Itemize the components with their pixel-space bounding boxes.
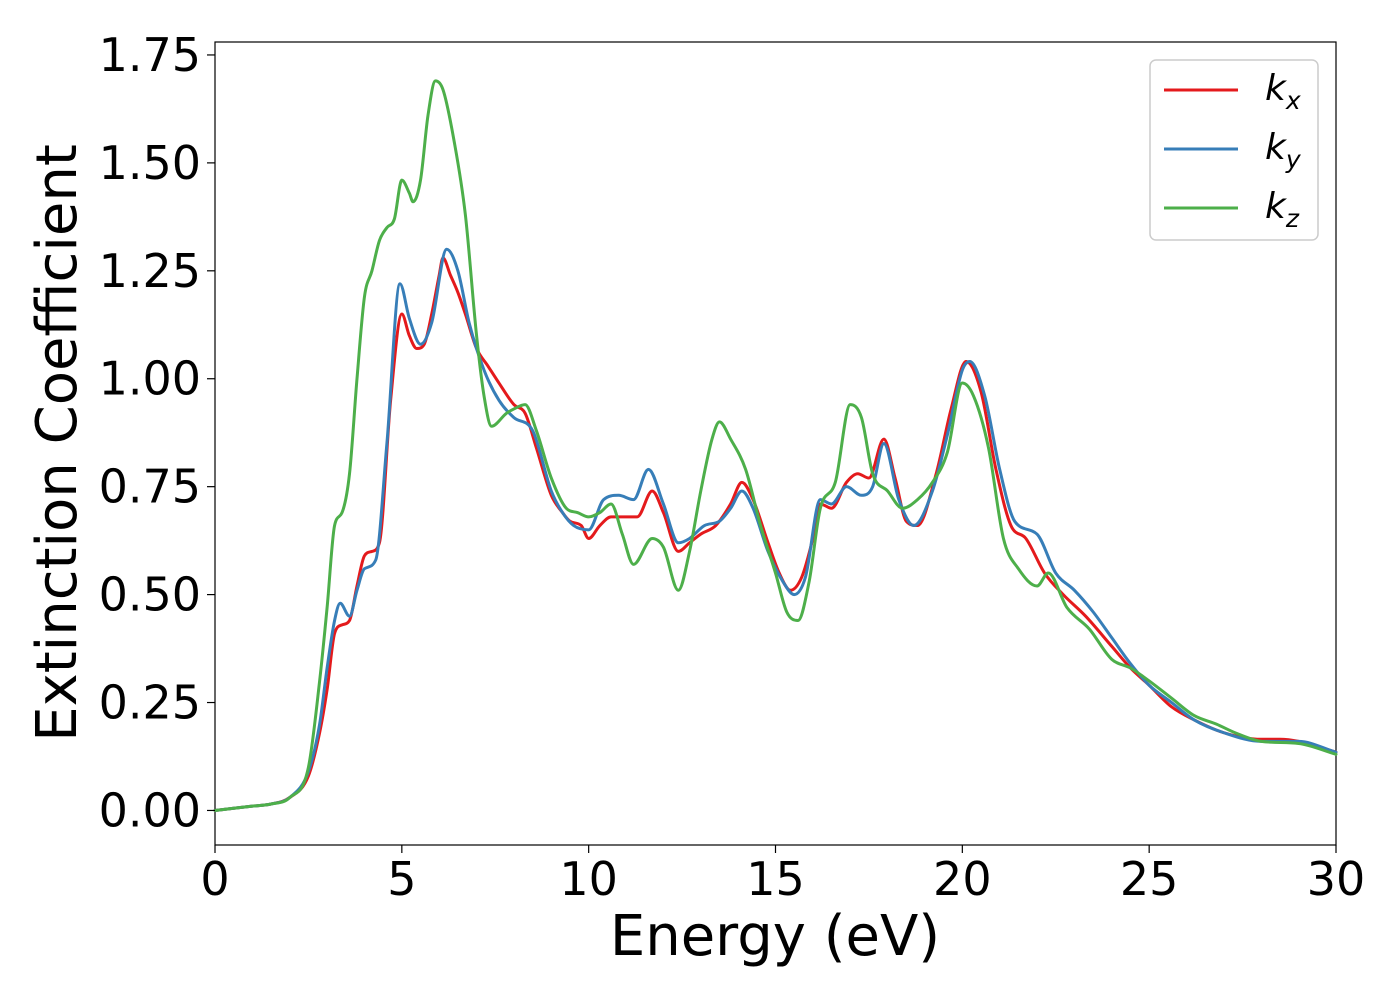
x-tick-label: 0 — [200, 852, 229, 906]
x-tick-label: 5 — [387, 852, 416, 906]
x-tick-label: 15 — [746, 852, 805, 906]
x-tick-label: 10 — [559, 852, 618, 906]
plot-area — [214, 41, 1337, 846]
legend-label-kz: kz — [1265, 186, 1300, 233]
y-tick-label: 0.75 — [99, 460, 201, 514]
y-axis-title: Extinction Coefficient — [25, 144, 90, 742]
y-tick-label: 1.25 — [99, 244, 201, 298]
y-tick-label: 0.25 — [99, 676, 201, 730]
x-axis-title: Energy (eV) — [610, 904, 940, 969]
y-tick-label: 0.50 — [99, 568, 201, 622]
x-tick-label: 25 — [1120, 852, 1179, 906]
x-tick-label: 20 — [933, 852, 992, 906]
series-line-ky — [213, 247, 1338, 812]
legend-label-ky: ky — [1265, 127, 1302, 174]
y-axis: 0.00 0.25 0.50 0.75 1.00 1.25 1.50 1.75 — [99, 28, 215, 837]
series-layer — [213, 79, 1338, 812]
x-axis: 0 5 10 15 20 25 30 — [200, 845, 1365, 906]
y-tick-label: 1.00 — [99, 352, 201, 406]
y-tick-label: 1.50 — [99, 136, 201, 190]
y-tick-label: 1.75 — [99, 28, 201, 82]
y-tick-label: 0.00 — [99, 783, 201, 837]
legend-label-kx: kx — [1265, 68, 1301, 115]
series-line-kz — [213, 79, 1338, 812]
x-tick-label: 30 — [1307, 852, 1366, 906]
legend: kx ky kz — [1149, 59, 1319, 241]
